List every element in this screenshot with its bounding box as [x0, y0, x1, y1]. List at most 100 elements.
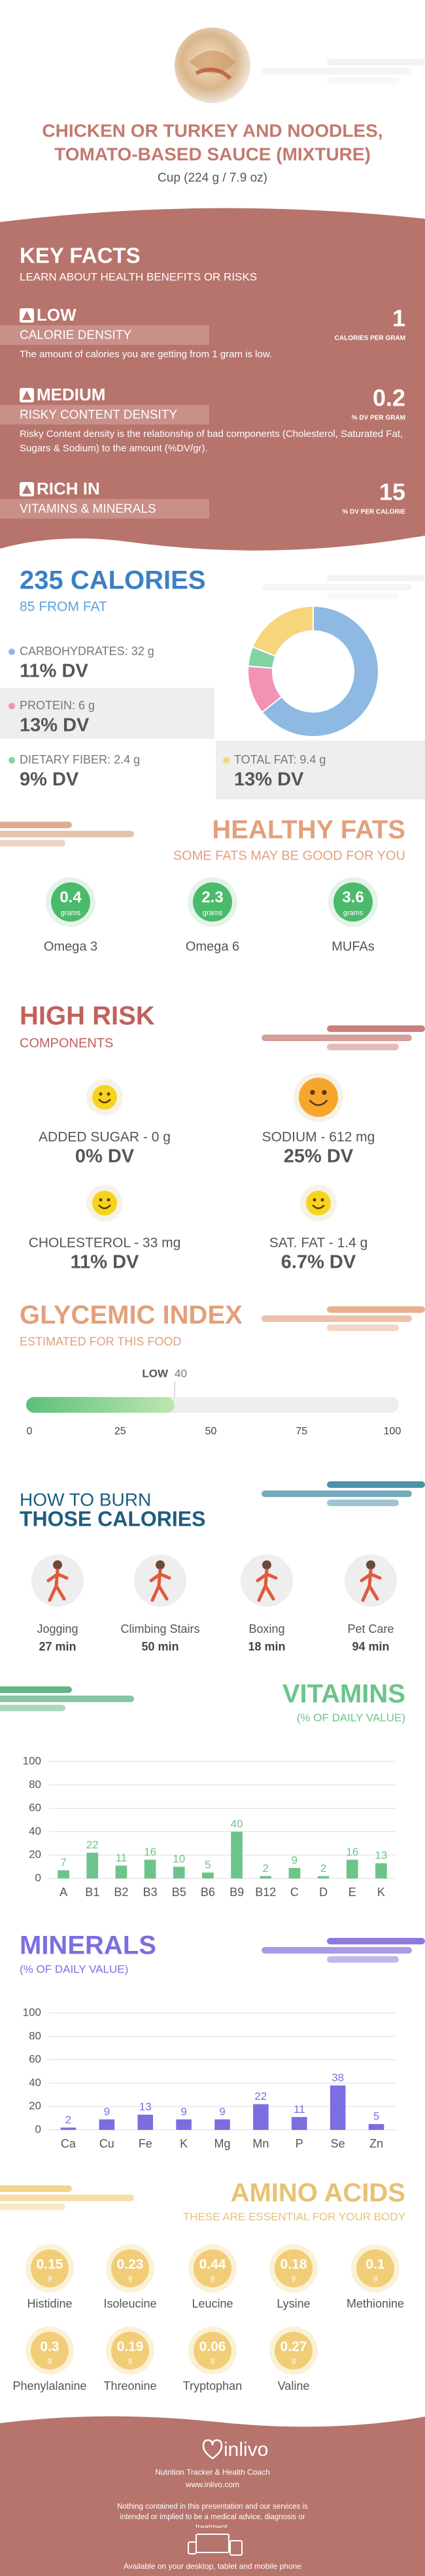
tagline: Nutrition Tracker & Health Coach	[155, 2468, 269, 2477]
x-tick-label: C	[290, 1886, 299, 1899]
amino-badge	[31, 2332, 69, 2370]
y-tick-label: 60	[29, 2053, 41, 2065]
chart-title: MINERALS	[20, 1931, 156, 1960]
value-label: 16	[346, 1846, 358, 1858]
x-tick-label: K	[180, 2137, 188, 2150]
y-tick-label: 0	[35, 2123, 41, 2135]
y-tick-label: 100	[23, 2006, 41, 2018]
decor-stripe	[0, 1705, 65, 1711]
legend-label: DIETARY FIBER: 2.4 g	[20, 753, 140, 766]
value-label: 7	[60, 1856, 66, 1869]
activity-name: Boxing	[248, 1622, 284, 1635]
legend-dot	[8, 649, 15, 655]
value-label: 38	[332, 2071, 344, 2084]
value-label: 10	[173, 1853, 185, 1865]
activity-name: Climbing Stairs	[120, 1622, 199, 1635]
x-tick-label: Zn	[369, 2137, 383, 2150]
smiley-eye	[310, 1089, 315, 1095]
gauge-value: 40	[175, 1367, 187, 1379]
fact-unit: % DV PER GRAM	[352, 415, 405, 422]
bar	[60, 2127, 76, 2130]
fat-unit: grams	[61, 909, 81, 917]
value-label: 2	[65, 2114, 71, 2126]
smiley-eye	[99, 1092, 103, 1096]
legend-name: CARBOHYDRATES:	[20, 645, 128, 658]
decor-stripe	[0, 1686, 72, 1693]
amino-value: 0.06	[199, 2340, 226, 2355]
x-tick-label: Se	[331, 2137, 345, 2150]
fat-badge	[51, 882, 90, 922]
food-photo-detail	[190, 50, 235, 74]
x-tick-label: Mg	[214, 2137, 230, 2150]
smiley-eye	[99, 1198, 103, 1202]
fact-label: VITAMINS & MINERALS	[20, 502, 156, 516]
amino-name: Valine	[278, 2379, 310, 2392]
amino-badge	[275, 2332, 313, 2370]
smiley-eye	[322, 1089, 327, 1095]
amino-value: 0.15	[37, 2257, 63, 2272]
value-label: 9	[180, 2105, 186, 2117]
fact-unit: CALORIES PER GRAM	[335, 335, 405, 342]
risk-label: SODIUM - 612 mg	[262, 1130, 375, 1145]
smiley	[306, 1191, 331, 1216]
legend-value: 6 g	[78, 699, 95, 712]
amino-unit: g	[373, 2274, 377, 2282]
decor-stripe	[327, 1938, 425, 1944]
risk-label: ADDED SUGAR - 0 g	[39, 1130, 171, 1145]
amino-name: Phenylalanine	[12, 2379, 86, 2392]
decor-stripe	[262, 1315, 412, 1322]
risk-dv: 25% DV	[284, 1146, 354, 1167]
amino-unit: g	[128, 2357, 132, 2364]
y-tick-label: 20	[29, 1848, 41, 1861]
value-label: 9	[292, 1854, 298, 1866]
pie-slice	[252, 605, 314, 658]
legend-dv: 11% DV	[20, 661, 88, 682]
fact-label: CALORIE DENSITY	[20, 329, 131, 342]
x-tick-label: Fe	[139, 2137, 152, 2150]
title: TOMATO-BASED SAUCE (MIXTURE)	[54, 144, 371, 164]
chart-subtitle: ESTIMATED FOR THIS FOOD	[20, 1335, 181, 1348]
legend-name: DIETARY FIBER:	[20, 753, 110, 766]
decor-stripe	[262, 1947, 412, 1954]
food-photo-detail	[195, 67, 232, 80]
smiley-eye	[107, 1092, 110, 1096]
value-label: 2	[263, 1862, 269, 1875]
pie-slice	[261, 605, 379, 737]
bar	[86, 1852, 99, 1878]
activity-time: 18 min	[248, 1640, 285, 1653]
bar	[115, 1865, 128, 1878]
decor-stripe	[327, 1481, 425, 1488]
risk-dv: 0% DV	[75, 1146, 135, 1167]
value-label: 13	[139, 2101, 152, 2113]
level: LOW	[37, 305, 76, 325]
decor-stripe	[0, 2204, 65, 2210]
amino-unit: g	[211, 2357, 214, 2364]
decor-stripe	[0, 840, 65, 846]
logo-heart	[202, 2439, 223, 2460]
activity-head	[53, 1560, 62, 1570]
value-label: 16	[144, 1846, 156, 1858]
amino-name: Threonine	[103, 2379, 156, 2392]
footer-bg	[0, 2416, 425, 2576]
decor-stripe	[327, 59, 425, 65]
bar	[253, 2104, 269, 2130]
value-label: 9	[219, 2105, 225, 2117]
amino-name: Methionine	[347, 2297, 404, 2310]
icon-glyph	[22, 311, 31, 320]
gauge-fill	[26, 1397, 175, 1413]
url: www.inlivo.com	[185, 2480, 239, 2489]
y-tick-label: 20	[29, 2100, 41, 2112]
smiley	[92, 1085, 117, 1110]
legend-value: 9.4 g	[299, 753, 326, 766]
legend-dot	[223, 757, 230, 764]
chart-subtitle: (% OF DAILY VALUE)	[297, 1711, 405, 1724]
decor-stripe	[327, 1325, 399, 1331]
fat-unit: grams	[203, 909, 223, 917]
amino-value: 0.19	[117, 2340, 144, 2355]
x-tick-label: A	[60, 1886, 67, 1899]
y-tick-label: 60	[29, 1801, 41, 1814]
section-subtitle: THESE ARE ESSENTIAL FOR YOUR BODY	[183, 2210, 405, 2223]
bar	[231, 1831, 243, 1878]
bar	[260, 1876, 272, 1878]
